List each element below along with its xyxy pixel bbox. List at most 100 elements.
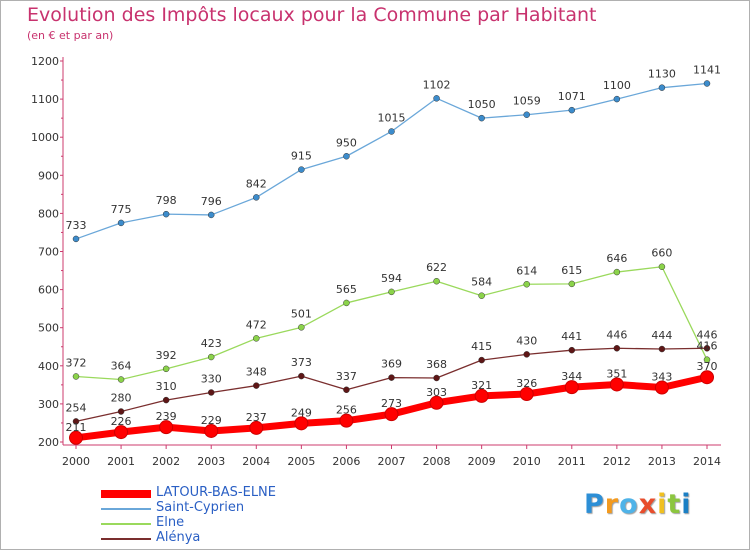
data-label-elne: 622 xyxy=(426,261,447,274)
data-label-latour-bas-elne: 303 xyxy=(426,386,447,399)
legend-swatch xyxy=(101,538,151,540)
data-point-latour-bas-elne xyxy=(384,407,399,422)
data-point-elne xyxy=(478,292,485,299)
legend-label: Saint-Cyprien xyxy=(156,500,245,515)
logo-letter: i xyxy=(657,489,668,520)
x-tick-label: 2008 xyxy=(423,455,451,468)
data-label-saint-cyprien: 1050 xyxy=(468,98,496,111)
logo-letter: P xyxy=(584,489,605,520)
logo-letter: t xyxy=(667,489,682,520)
data-label-elne: 646 xyxy=(606,252,627,265)
y-tick-label: 600 xyxy=(38,284,59,297)
data-label-saint-cyprien: 1071 xyxy=(558,90,586,103)
data-point-latour-bas-elne xyxy=(654,380,669,395)
data-point-latour-bas-elne xyxy=(519,386,534,401)
data-point-al-nya xyxy=(388,374,395,381)
data-label-latour-bas-elne: 237 xyxy=(246,411,267,424)
data-point-elne xyxy=(613,268,621,276)
data-point-al-nya xyxy=(298,372,305,380)
data-point-elne xyxy=(433,277,440,285)
data-label-latour-bas-elne: 249 xyxy=(291,406,312,419)
series-line-saint-cyprien xyxy=(75,82,708,240)
x-tick-label: 2001 xyxy=(107,455,135,468)
legend-swatch xyxy=(101,523,151,525)
data-point-latour-bas-elne xyxy=(339,413,354,428)
data-point-latour-bas-elne xyxy=(249,420,264,435)
y-tick-label: 900 xyxy=(38,169,59,182)
data-point-al-nya xyxy=(343,386,350,394)
data-point-elne xyxy=(162,365,170,373)
data-label-saint-cyprien: 950 xyxy=(336,136,357,149)
y-tick-label: 400 xyxy=(38,360,59,373)
data-label-saint-cyprien: 1059 xyxy=(513,95,541,108)
y-tick-label: 700 xyxy=(38,246,59,259)
series-markers xyxy=(69,80,714,445)
logo-letter: i xyxy=(681,489,692,520)
data-label-latour-bas-elne: 273 xyxy=(381,397,402,410)
data-label-latour-bas-elne: 321 xyxy=(471,379,492,392)
legend-label: LATOUR-BAS-ELNE xyxy=(156,485,276,500)
data-label-latour-bas-elne: 326 xyxy=(516,377,537,390)
data-label-al-nya: 444 xyxy=(651,329,672,342)
data-point-al-nya xyxy=(568,346,576,354)
data-label-elne: 423 xyxy=(201,337,222,350)
data-point-elne xyxy=(207,353,215,361)
data-point-elne xyxy=(298,324,305,331)
data-point-elne xyxy=(568,280,576,288)
data-point-al-nya xyxy=(658,345,666,353)
data-point-saint-cyprien xyxy=(523,111,530,118)
data-label-elne: 615 xyxy=(561,264,582,277)
data-point-elne xyxy=(703,356,711,363)
data-label-elne: 372 xyxy=(66,356,87,369)
data-label-saint-cyprien: 1102 xyxy=(423,78,451,91)
data-point-saint-cyprien xyxy=(298,166,305,173)
axes: 200 300 400 500 600 700 800 900 1000 1100 1200 2000… xyxy=(31,55,721,468)
data-label-al-nya: 254 xyxy=(66,401,87,414)
data-point-saint-cyprien xyxy=(613,95,621,103)
chart-title: Evolution des Impôts locaux pour la Comm… xyxy=(27,4,597,26)
logo-letter: x xyxy=(638,489,658,520)
x-tick-label: 2004 xyxy=(242,455,270,468)
data-label-al-nya: 369 xyxy=(381,358,402,371)
data-label-al-nya: 446 xyxy=(697,328,718,341)
data-label-saint-cyprien: 1100 xyxy=(603,79,631,92)
data-point-saint-cyprien xyxy=(162,210,170,218)
data-point-saint-cyprien xyxy=(433,95,440,102)
logo-letter: o xyxy=(619,489,639,520)
data-label-elne: 565 xyxy=(336,283,357,296)
data-point-al-nya xyxy=(72,418,80,425)
legend-label: Alénya xyxy=(156,530,201,545)
data-point-elne xyxy=(72,373,80,380)
data-point-saint-cyprien xyxy=(388,128,395,135)
data-point-elne xyxy=(523,281,530,288)
data-point-latour-bas-elne xyxy=(159,420,174,435)
legend-swatch xyxy=(101,490,151,498)
data-point-elne xyxy=(388,288,395,296)
data-label-saint-cyprien: 842 xyxy=(246,177,267,190)
data-point-saint-cyprien xyxy=(478,114,485,122)
data-label-saint-cyprien: 775 xyxy=(111,203,132,216)
data-label-elne: 660 xyxy=(651,247,672,260)
data-point-saint-cyprien xyxy=(72,235,80,243)
data-point-al-nya xyxy=(162,396,170,404)
data-label-al-nya: 430 xyxy=(516,334,537,347)
x-tick-label: 2011 xyxy=(558,455,586,468)
data-point-latour-bas-elne xyxy=(474,388,489,403)
data-label-elne: 584 xyxy=(471,276,492,289)
data-point-saint-cyprien xyxy=(703,80,711,87)
x-tick-label: 2003 xyxy=(197,455,225,468)
y-tick-label: 500 xyxy=(38,322,59,335)
data-point-al-nya xyxy=(703,345,711,352)
data-label-saint-cyprien: 1130 xyxy=(648,68,676,81)
data-point-elne xyxy=(117,376,125,383)
data-label-latour-bas-elne: 211 xyxy=(66,421,87,434)
y-tick-label: 200 xyxy=(38,436,59,449)
data-point-al-nya xyxy=(207,389,215,396)
data-point-elne xyxy=(253,335,260,342)
data-point-al-nya xyxy=(523,351,530,358)
data-point-saint-cyprien xyxy=(207,211,215,219)
data-point-al-nya xyxy=(478,356,485,364)
y-tick-label: 800 xyxy=(38,207,59,220)
